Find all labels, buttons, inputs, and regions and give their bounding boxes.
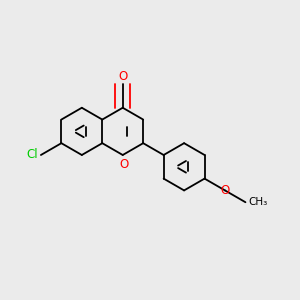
Text: O: O (118, 70, 128, 83)
Text: O: O (220, 184, 230, 197)
Text: O: O (119, 158, 129, 171)
Text: Cl: Cl (27, 148, 38, 161)
Text: CH₃: CH₃ (248, 197, 267, 207)
